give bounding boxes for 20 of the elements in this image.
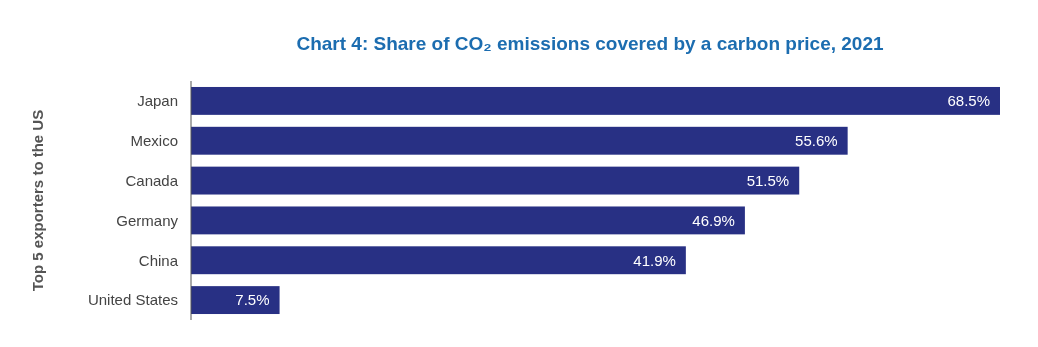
bar bbox=[191, 246, 686, 275]
y-tick-label: Canada bbox=[125, 171, 179, 189]
data-label: 46.9% bbox=[692, 211, 735, 229]
y-tick-label: Japan bbox=[137, 92, 178, 110]
data-label: 51.5% bbox=[746, 171, 790, 189]
bar bbox=[191, 206, 745, 235]
bar bbox=[191, 86, 1000, 115]
y-tick-label: China bbox=[138, 251, 179, 269]
y-tick-label: Mexico bbox=[130, 132, 178, 149]
bar bbox=[191, 286, 280, 315]
y-tick-label: Germany bbox=[116, 211, 179, 229]
data-label: 68.5% bbox=[947, 92, 990, 110]
chart-title: Chart 4: Share of CO₂ emissions covered by a carbon price, 2021 bbox=[296, 33, 884, 54]
data-label: 41.9% bbox=[633, 251, 676, 269]
y-tick-label: United States bbox=[87, 291, 178, 309]
data-label: 7.5% bbox=[235, 291, 270, 309]
y-axis-title: Top 5 exporters to the US bbox=[29, 109, 46, 292]
data-label: 55.6% bbox=[795, 132, 838, 149]
bar bbox=[191, 126, 848, 155]
bar bbox=[191, 166, 800, 195]
